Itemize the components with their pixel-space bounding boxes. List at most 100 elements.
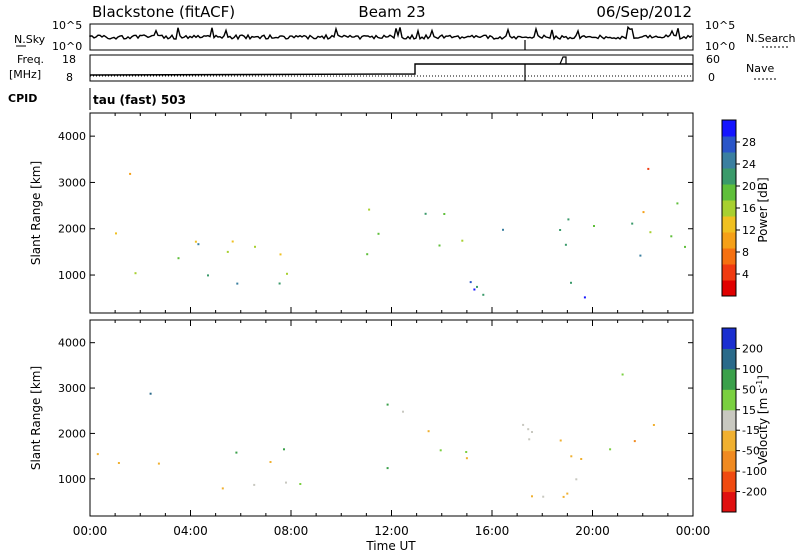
colorbar-tick-label: -200: [742, 486, 767, 499]
data-cell: [386, 467, 389, 470]
nsearch-tick-bottom: 10^0: [705, 40, 735, 53]
data-cell: [621, 373, 624, 376]
data-cell: [235, 451, 238, 454]
colorbar-swatch: [722, 232, 736, 249]
power-colorbar-label: Power [dB]: [756, 177, 770, 242]
data-cell: [96, 453, 99, 456]
data-cell: [676, 202, 679, 205]
data-cell: [647, 167, 650, 170]
x-tick-label: 00:00: [676, 524, 711, 538]
data-cell: [278, 282, 281, 285]
colorbar-swatch: [722, 471, 736, 493]
data-cell: [285, 481, 287, 484]
velocity-ylabel: Slant Range [km]: [29, 366, 43, 470]
data-cell: [502, 228, 504, 231]
data-cell: [221, 487, 224, 490]
colorbar-tick-label: 50: [742, 383, 756, 396]
x-tick-label: 20:00: [575, 524, 610, 538]
nsky-line: [89, 25, 693, 41]
y-tick-label: 3000: [58, 176, 86, 189]
cpid-label: CPID: [8, 92, 37, 105]
nsky-tick-bottom: 10^0: [52, 40, 82, 53]
data-cell: [527, 428, 530, 431]
colorbar-tick-label: -15: [742, 424, 760, 437]
power-ylabel: Slant Range [km]: [29, 161, 43, 265]
colorbar-tick-label: 8: [742, 246, 749, 259]
data-cell: [670, 235, 673, 238]
data-cell: [465, 457, 468, 460]
data-cell: [129, 172, 132, 175]
data-cell: [580, 458, 583, 460]
freq-spike: [559, 56, 567, 65]
data-cell: [522, 423, 525, 426]
date-title: 06/Sep/2012: [596, 3, 692, 21]
velocity-colorbar-label-sup: -1: [755, 380, 764, 388]
y-tick-label: 2000: [58, 427, 86, 440]
nsky-trace: [89, 25, 693, 50]
nave-tick-bottom: 0: [708, 71, 715, 84]
x-tick-label: 08:00: [274, 524, 309, 538]
data-cell: [564, 243, 567, 246]
colorbar-swatch: [722, 264, 736, 281]
data-cell: [117, 462, 120, 464]
colorbar-swatch: [722, 152, 736, 169]
data-cell: [194, 240, 197, 243]
data-cell: [299, 483, 302, 485]
colorbar-swatch: [722, 450, 736, 472]
colorbar-swatch: [722, 120, 736, 137]
freq-trace: [89, 56, 693, 81]
colorbar-swatch: [722, 280, 736, 297]
velocity-colorbar-label-main: Velocity [m s: [756, 388, 770, 465]
freq-tick-bottom: 8: [66, 71, 73, 84]
data-cell: [377, 232, 380, 235]
data-cell: [269, 461, 272, 463]
nsearch-label: N.Search: [746, 32, 796, 45]
colorbar-swatch: [722, 409, 736, 431]
data-cell: [559, 229, 562, 231]
freq-unit: [MHz]: [9, 68, 41, 81]
data-cell: [207, 274, 209, 277]
velocity-panel-frame: [89, 319, 694, 517]
nsearch-tick-top: 10^5: [705, 19, 735, 32]
x-tick-label: 16:00: [475, 524, 510, 538]
data-cell: [652, 424, 655, 426]
data-cell: [531, 495, 533, 498]
colorbar-swatch: [722, 368, 736, 390]
colorbar-swatch: [722, 348, 736, 370]
colorbar-tick-label: 16: [742, 202, 756, 215]
data-cell: [427, 430, 430, 433]
data-cell: [684, 245, 686, 248]
velocity-axes: 1000 2000 3000 4000: [58, 320, 694, 516]
nsky-label: N.Sky: [14, 33, 46, 46]
velocity-colorbar-label: Velocity [m s-1]: [755, 375, 770, 465]
data-cell: [562, 495, 565, 498]
data-cell: [567, 218, 570, 221]
data-cell: [649, 231, 652, 234]
colorbar-tick-label: 4: [742, 268, 749, 281]
colorbar-tick-label: 100: [742, 363, 763, 376]
freq-label: Freq.: [17, 53, 44, 66]
data-cell: [559, 439, 562, 442]
data-cell: [253, 483, 256, 486]
data-cell: [476, 285, 478, 288]
freq-line: [89, 63, 693, 76]
colorbar-tick-label: -100: [742, 465, 767, 478]
data-cell: [570, 281, 572, 284]
nave-label: Nave: [746, 62, 774, 75]
data-cell: [226, 250, 229, 253]
data-cell: [593, 225, 595, 227]
colorbar-swatch: [722, 389, 736, 411]
data-cell: [286, 272, 288, 275]
data-cell: [461, 239, 464, 242]
data-cell: [177, 257, 180, 260]
colorbar-frame: [721, 327, 737, 513]
data-cell: [439, 449, 442, 452]
data-cell: [231, 240, 234, 243]
data-cell: [279, 253, 282, 256]
station-title: Blackstone (fitACF): [92, 3, 235, 21]
colorbar-swatch: [722, 248, 736, 265]
power-colorbar: 28 24 20 16 12 8 4: [721, 119, 756, 297]
data-cell: [157, 462, 160, 465]
data-cell: [542, 495, 545, 498]
